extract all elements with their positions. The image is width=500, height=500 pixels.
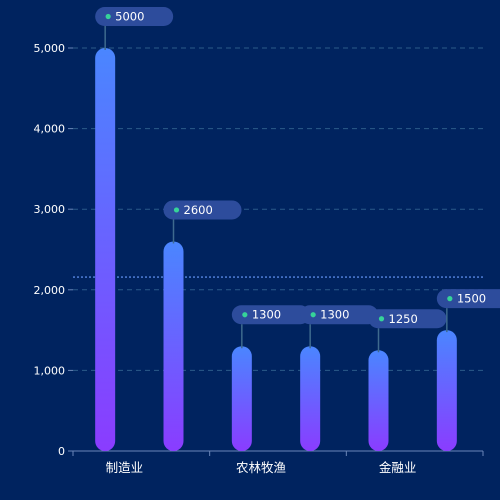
bar-value-label: 5000 xyxy=(115,10,144,24)
bar xyxy=(368,350,389,451)
bar-value-label: 2600 xyxy=(184,203,213,217)
value-label-dot xyxy=(242,312,248,318)
value-label-box xyxy=(163,200,242,220)
value-label-dot xyxy=(310,312,316,318)
y-tick-label: 2,000 xyxy=(34,284,66,297)
axes: 0 1,000 2,000 3,000 4,000 5,000 制造业 农林牧渔 金融业 xyxy=(34,42,484,475)
x-tick-label: 金融业 xyxy=(379,460,417,475)
bar xyxy=(436,330,457,451)
bar-value-label: 1250 xyxy=(389,312,418,326)
value-label-box xyxy=(95,7,174,26)
bars xyxy=(95,48,457,451)
value-label-box xyxy=(300,305,379,325)
bar xyxy=(231,346,252,451)
bar-value-label: 1500 xyxy=(457,292,486,306)
value-label-box xyxy=(231,305,310,325)
bar-value-label: 1300 xyxy=(320,308,349,322)
x-tick-label: 制造业 xyxy=(106,460,144,475)
y-tick-label: 5,000 xyxy=(34,42,66,55)
y-tick-label: 4,000 xyxy=(34,123,66,136)
value-label-box xyxy=(368,309,447,329)
bar-value-label: 1300 xyxy=(252,308,281,322)
y-tick-label: 3,000 xyxy=(34,203,66,216)
y-tick-label: 0 xyxy=(58,445,65,458)
x-tick-label: 农林牧渔 xyxy=(236,460,286,475)
bar xyxy=(163,241,184,451)
y-tick-label: 1,000 xyxy=(34,364,66,377)
bar xyxy=(95,48,116,451)
value-label-dot xyxy=(173,207,180,213)
bar xyxy=(300,346,321,451)
value-label-dot xyxy=(447,296,453,302)
value-label-dot xyxy=(105,13,111,20)
value-label-dot xyxy=(378,316,385,322)
value-label-box xyxy=(436,289,500,309)
value-labels: 5000 2600 1300 1300 1250 1500 xyxy=(95,7,500,353)
